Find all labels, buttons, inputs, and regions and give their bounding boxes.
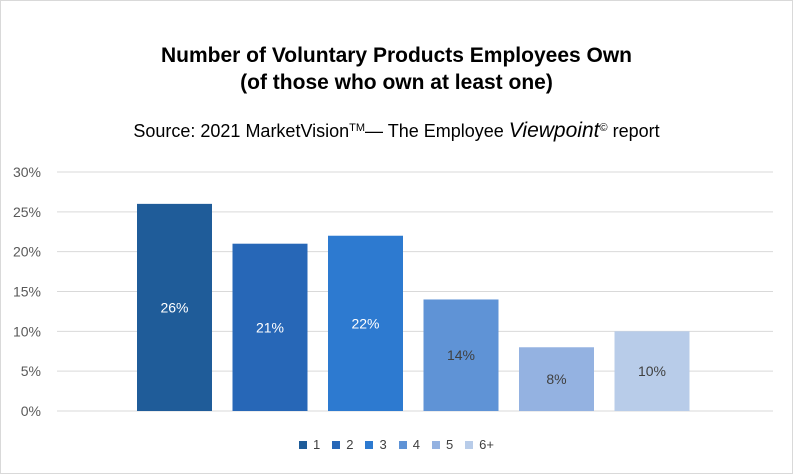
y-tick-label: 30%: [13, 164, 41, 180]
legend: 1 2 3 4 5 6+: [0, 437, 793, 452]
data-label: 26%: [160, 299, 188, 315]
copyright-mark: ©: [599, 122, 608, 134]
legend-swatch: [365, 440, 374, 449]
y-tick-label: 15%: [13, 284, 41, 300]
source-suffix: report: [607, 121, 660, 141]
legend-label: 5: [445, 437, 454, 452]
data-label: 14%: [447, 347, 475, 363]
trademark-mark: TM: [349, 122, 366, 134]
legend-item: 2: [332, 437, 353, 452]
legend-item: 4: [398, 437, 420, 452]
legend-label: 3: [379, 437, 387, 452]
legend-swatch: [332, 440, 341, 449]
y-tick-label: 25%: [13, 204, 41, 220]
bar: [519, 347, 594, 411]
y-tick-label: 10%: [13, 323, 41, 339]
data-label: 10%: [638, 363, 666, 379]
source-prefix: Source: 2021 MarketVision: [133, 121, 350, 141]
legend-swatch: [299, 440, 307, 449]
data-label: 21%: [256, 319, 284, 335]
legend-label: 1: [313, 437, 321, 452]
data-label: 22%: [351, 315, 379, 331]
data-label: 8%: [546, 371, 566, 387]
legend-item: 3: [365, 437, 387, 452]
y-tick-label: 0%: [21, 403, 41, 419]
y-tick-label: 20%: [13, 244, 41, 260]
legend-item: 5: [431, 437, 454, 452]
bar: [328, 235, 403, 411]
chart-title: Number of Voluntary Products Employees O…: [160, 44, 633, 67]
source-viewpoint: Viewpoint: [508, 119, 600, 142]
bar: [423, 299, 499, 411]
legend-item: 6+: [465, 437, 494, 452]
legend-swatch: [465, 440, 474, 449]
bar: [232, 243, 308, 411]
legend-label: 6+: [479, 437, 494, 452]
legend-swatch: [398, 440, 407, 449]
source-mid: — The Employee: [365, 121, 509, 141]
legend-label: 4: [412, 437, 420, 452]
chart-subtitle: (of those who own at least one): [240, 71, 553, 94]
source-note: Source: 2021 MarketVisionTM— The Employe…: [0, 119, 793, 143]
legend-label: 2: [346, 437, 354, 452]
bar: [137, 203, 212, 411]
legend-item: 1: [299, 437, 320, 452]
legend-swatch: [431, 440, 440, 449]
y-tick-label: 5%: [21, 363, 41, 379]
bar: [614, 331, 690, 411]
